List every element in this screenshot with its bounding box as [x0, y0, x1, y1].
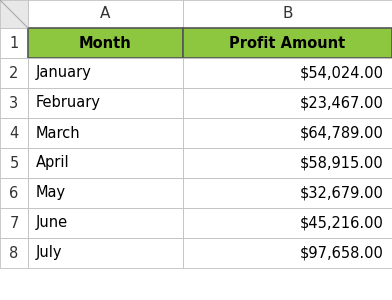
Text: 5: 5 — [9, 155, 19, 170]
Bar — [0, 88, 28, 118]
Text: July: July — [36, 245, 62, 260]
Text: B: B — [282, 7, 293, 22]
Bar — [183, 148, 392, 178]
Bar — [0, 148, 28, 178]
Text: $64,789.00: $64,789.00 — [300, 125, 384, 140]
Text: A: A — [100, 7, 111, 22]
Text: $45,216.00: $45,216.00 — [300, 215, 384, 230]
Bar — [183, 178, 392, 208]
Text: 7: 7 — [9, 215, 19, 230]
Bar — [28, 88, 183, 118]
Bar — [183, 58, 392, 88]
Bar — [28, 118, 183, 148]
Bar — [28, 0, 183, 28]
Text: $23,467.00: $23,467.00 — [300, 95, 384, 110]
Bar — [28, 208, 183, 238]
Bar — [183, 118, 392, 148]
Bar — [183, 88, 392, 118]
Text: 4: 4 — [9, 125, 19, 140]
Bar — [0, 178, 28, 208]
Bar — [0, 208, 28, 238]
Text: Month: Month — [79, 35, 132, 50]
Text: 2: 2 — [9, 65, 19, 80]
Text: 6: 6 — [9, 185, 19, 200]
Text: February: February — [36, 95, 101, 110]
Text: Profit Amount: Profit Amount — [229, 35, 346, 50]
Bar — [28, 58, 183, 88]
Bar — [183, 0, 392, 28]
Bar — [0, 28, 28, 58]
Text: June: June — [36, 215, 68, 230]
Bar — [28, 148, 183, 178]
Bar — [183, 28, 392, 58]
Text: 3: 3 — [9, 95, 18, 110]
Text: $97,658.00: $97,658.00 — [300, 245, 384, 260]
Bar — [0, 238, 28, 268]
Bar — [183, 208, 392, 238]
Bar — [0, 118, 28, 148]
Bar — [0, 0, 28, 28]
Text: 8: 8 — [9, 245, 19, 260]
Bar — [28, 238, 183, 268]
Text: March: March — [36, 125, 81, 140]
Text: May: May — [36, 185, 66, 200]
Text: April: April — [36, 155, 70, 170]
Text: $54,024.00: $54,024.00 — [300, 65, 384, 80]
Bar — [183, 238, 392, 268]
Text: $32,679.00: $32,679.00 — [300, 185, 384, 200]
Text: 1: 1 — [9, 35, 19, 50]
Bar — [0, 58, 28, 88]
Text: $58,915.00: $58,915.00 — [300, 155, 384, 170]
Bar — [28, 178, 183, 208]
Text: January: January — [36, 65, 92, 80]
Bar — [28, 28, 183, 58]
